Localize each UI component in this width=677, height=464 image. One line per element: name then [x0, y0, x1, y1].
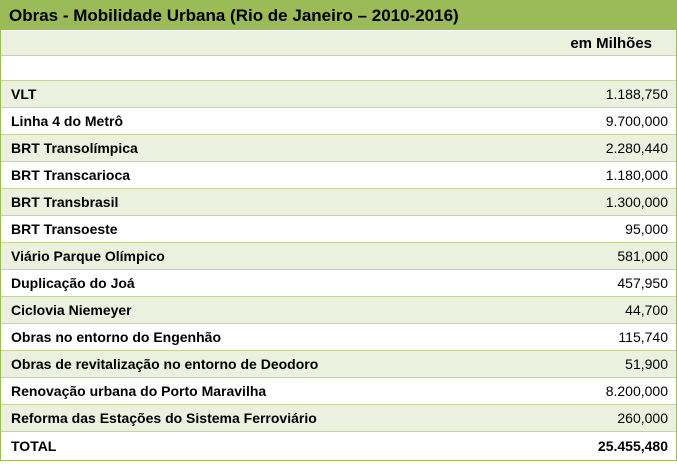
- row-label: VLT: [11, 86, 37, 102]
- table-body: VLT 1.188,750 Linha 4 do Metrô 9.700,000 BRT…: [1, 81, 676, 460]
- row-value: 457,950: [617, 275, 668, 291]
- row-value: 95,000: [625, 221, 668, 237]
- table-row: BRT Transcarioca 1.180,000: [1, 162, 676, 189]
- row-value: 9.700,000: [605, 113, 668, 129]
- table-title: Obras - Mobilidade Urbana (Rio de Janeir…: [1, 1, 676, 31]
- row-value: 51,900: [625, 356, 668, 372]
- row-label: Reforma das Estações do Sistema Ferroviá…: [11, 410, 317, 426]
- row-label: Obras de revitalização no entorno de Deo…: [11, 356, 319, 372]
- table-row: BRT Transbrasil 1.300,000: [1, 189, 676, 216]
- row-value: 8.200,000: [605, 383, 668, 399]
- row-label: Renovação urbana do Porto Maravilha: [11, 383, 267, 399]
- table-row: BRT Transoeste 95,000: [1, 216, 676, 243]
- row-label: Ciclovia Niemeyer: [11, 302, 132, 318]
- row-value: 260,000: [617, 410, 668, 426]
- table-row: Obras no entorno do Engenhão 115,740: [1, 324, 676, 351]
- table-row: Viário Parque Olímpico 581,000: [1, 243, 676, 270]
- table-row: Renovação urbana do Porto Maravilha 8.200…: [1, 378, 676, 405]
- row-label: Obras no entorno do Engenhão: [11, 329, 221, 345]
- table-row: Linha 4 do Metrô 9.700,000: [1, 108, 676, 135]
- row-label: BRT Transcarioca: [11, 167, 131, 183]
- table-row: BRT Transolímpica 2.280,440: [1, 135, 676, 162]
- row-value: 1.188,750: [605, 86, 668, 102]
- table-row: Obras de revitalização no entorno de Deo…: [1, 351, 676, 378]
- row-value: 1.300,000: [605, 194, 668, 210]
- table-row: TOTAL 25.455,480: [1, 432, 676, 460]
- row-label: BRT Transoeste: [11, 221, 118, 237]
- table-row: Duplicação do Joá 457,950: [1, 270, 676, 297]
- row-value: 2.280,440: [605, 140, 668, 156]
- row-label: TOTAL: [11, 438, 57, 454]
- row-label: BRT Transolímpica: [11, 140, 138, 156]
- unit-label: em Milhões: [1, 31, 676, 56]
- row-label: BRT Transbrasil: [11, 194, 119, 210]
- table-row: Reforma das Estações do Sistema Ferroviá…: [1, 405, 676, 432]
- table-row: Ciclovia Niemeyer 44,700: [1, 297, 676, 324]
- empty-row: [1, 56, 676, 81]
- table-row: VLT 1.188,750: [1, 81, 676, 108]
- row-value: 115,740: [618, 329, 668, 345]
- row-label: Linha 4 do Metrô: [11, 113, 123, 129]
- row-value: 44,700: [625, 302, 668, 318]
- row-value: 581,000: [617, 248, 668, 264]
- row-value: 1.180,000: [605, 167, 668, 183]
- row-label: Viário Parque Olímpico: [11, 248, 165, 264]
- row-label: Duplicação do Joá: [11, 275, 135, 291]
- row-value: 25.455,480: [597, 438, 668, 454]
